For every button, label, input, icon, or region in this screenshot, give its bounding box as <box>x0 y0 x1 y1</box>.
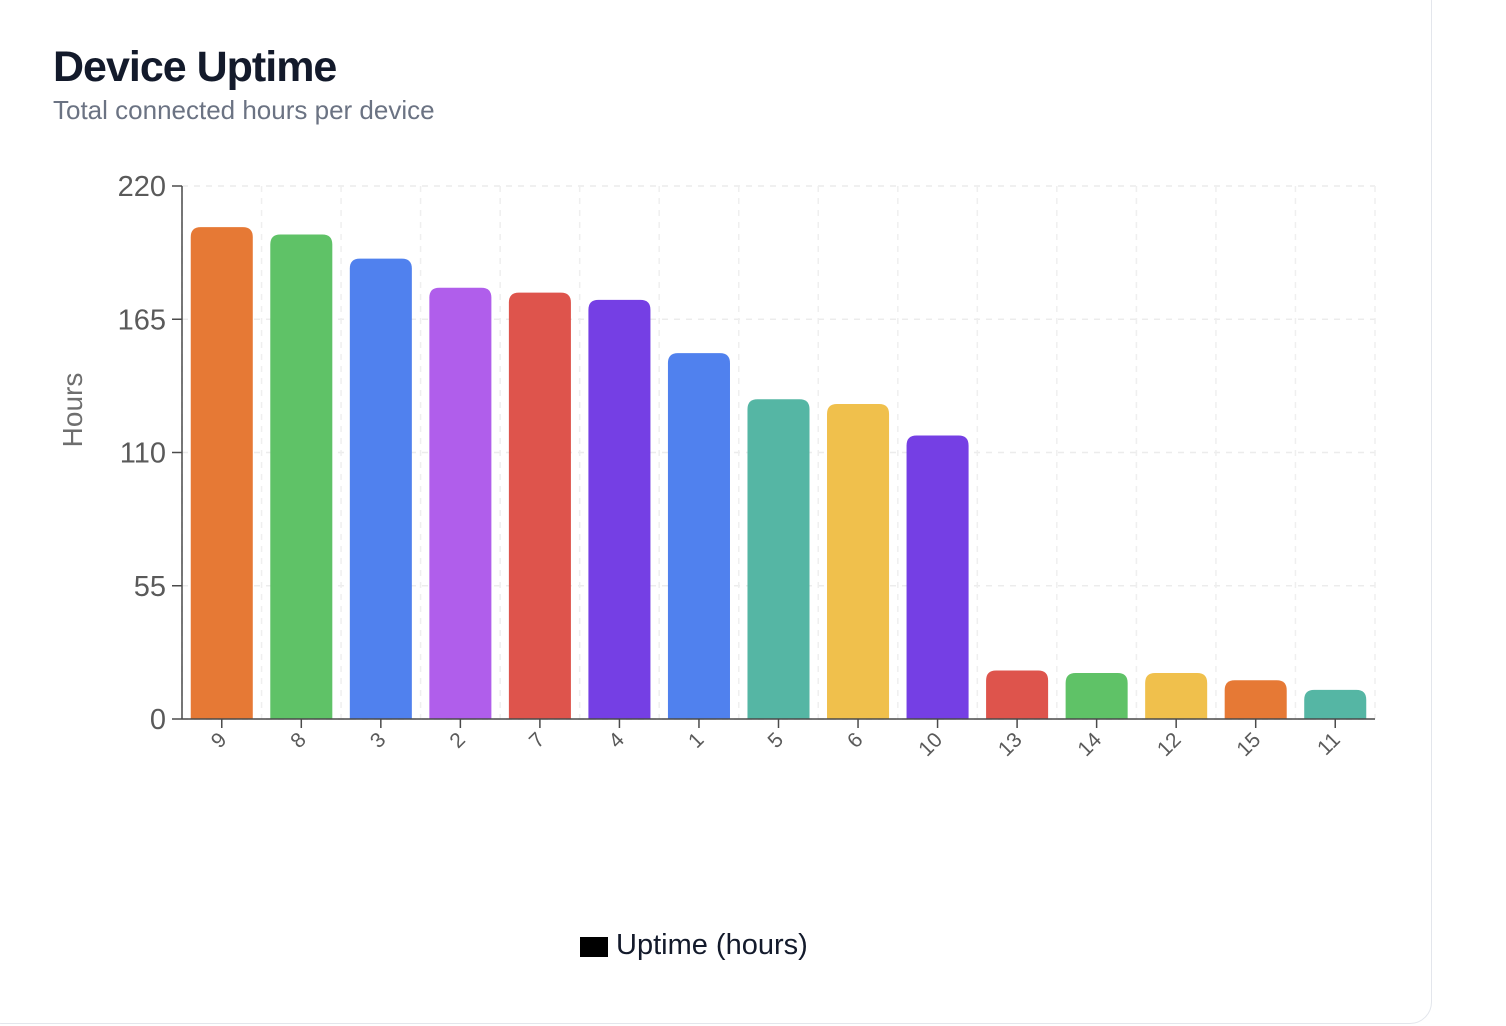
legend[interactable]: Uptime (hours) <box>580 925 808 965</box>
bar-device-4[interactable] <box>588 299 651 719</box>
x-tick-label: 6 <box>843 728 868 753</box>
bar-device-2[interactable] <box>429 287 492 719</box>
x-tick-label: 1 <box>684 728 709 753</box>
x-tick-label: 13 <box>994 728 1027 761</box>
bars <box>190 227 1367 720</box>
chart-subtitle: Total connected hours per device <box>53 95 435 125</box>
x-tick-label: 7 <box>525 728 550 753</box>
x-tick-label: 9 <box>207 728 232 753</box>
y-tick-label: 220 <box>118 171 166 203</box>
x-tick-label: 14 <box>1073 728 1106 761</box>
y-tick-label: 110 <box>120 438 166 470</box>
bar-device-12[interactable] <box>1145 672 1208 719</box>
bar-device-14[interactable] <box>1065 672 1128 719</box>
chart-title: Device Uptime <box>53 43 337 91</box>
x-tick-label: 15 <box>1232 728 1265 761</box>
y-axis-label: Hours <box>57 373 88 448</box>
y-axis-ticks: 0 55 110 165 220 <box>118 171 182 736</box>
x-tick-label: 11 <box>1313 728 1345 760</box>
bar-device-1[interactable] <box>667 353 730 719</box>
y-tick-label: 55 <box>134 571 166 603</box>
x-tick-label: 12 <box>1153 728 1186 761</box>
legend-label: Uptime (hours) <box>616 928 808 961</box>
bar-device-8[interactable] <box>270 234 333 720</box>
x-axis-ticks: 9 8 3 2 7 4 1 5 6 10 13 14 12 15 11 <box>207 719 1345 761</box>
bar-device-10[interactable] <box>906 435 969 719</box>
x-tick-label: 10 <box>914 728 947 761</box>
bar-device-7[interactable] <box>508 292 571 719</box>
bar-device-11[interactable] <box>1304 689 1367 719</box>
x-tick-label: 5 <box>764 728 789 753</box>
bar-device-3[interactable] <box>349 258 412 719</box>
x-tick-label: 4 <box>604 728 629 753</box>
x-tick-label: 3 <box>366 728 391 753</box>
bar-device-9[interactable] <box>190 227 253 719</box>
bar-device-13[interactable] <box>986 670 1049 719</box>
bar-device-5[interactable] <box>747 399 810 719</box>
y-tick-label: 165 <box>118 304 166 336</box>
bar-device-15[interactable] <box>1224 680 1287 719</box>
bar-device-6[interactable] <box>827 404 890 719</box>
y-tick-label: 0 <box>150 704 166 736</box>
x-tick-label: 8 <box>286 728 311 753</box>
x-tick-label: 2 <box>445 728 470 753</box>
legend-swatch <box>580 937 608 957</box>
